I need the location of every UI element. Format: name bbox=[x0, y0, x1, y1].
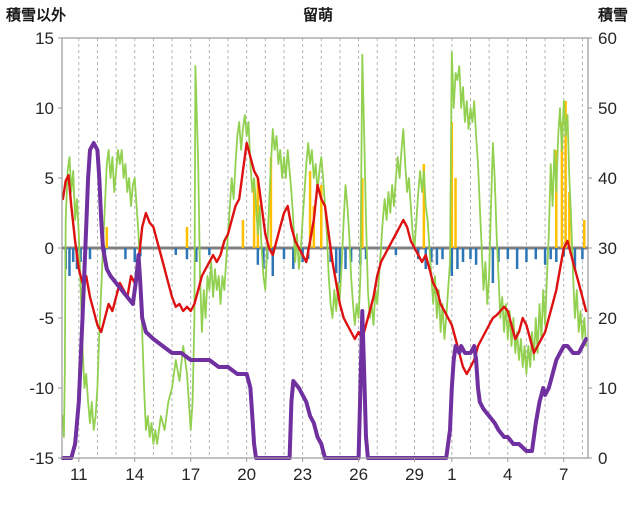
svg-text:-10: -10 bbox=[29, 379, 54, 398]
left-axis-title: 積雪以外 bbox=[6, 7, 67, 24]
svg-text:10: 10 bbox=[598, 379, 617, 398]
svg-text:1: 1 bbox=[447, 465, 456, 484]
chart-title: 留萌 bbox=[302, 7, 333, 24]
svg-text:15: 15 bbox=[35, 29, 54, 48]
svg-text:40: 40 bbox=[598, 169, 617, 188]
svg-text:20: 20 bbox=[598, 309, 617, 328]
svg-text:29: 29 bbox=[405, 465, 424, 484]
right-axis-title: 積雪 bbox=[597, 7, 628, 24]
series-snow-depth-purple bbox=[60, 141, 589, 460]
svg-text:7: 7 bbox=[559, 465, 568, 484]
svg-text:10: 10 bbox=[35, 99, 54, 118]
svg-text:0: 0 bbox=[45, 239, 54, 258]
svg-text:26: 26 bbox=[349, 465, 368, 484]
svg-text:30: 30 bbox=[598, 239, 617, 258]
series-blue-bars bbox=[64, 248, 584, 283]
svg-text:-15: -15 bbox=[29, 449, 54, 468]
svg-text:60: 60 bbox=[598, 29, 617, 48]
svg-text:0: 0 bbox=[598, 449, 607, 468]
series-green-line bbox=[62, 51, 587, 445]
svg-text:5: 5 bbox=[45, 169, 54, 188]
svg-text:4: 4 bbox=[503, 465, 512, 484]
svg-text:17: 17 bbox=[181, 465, 200, 484]
svg-text:14: 14 bbox=[125, 465, 144, 484]
svg-text:11: 11 bbox=[70, 465, 88, 484]
svg-text:-5: -5 bbox=[39, 309, 54, 328]
svg-text:50: 50 bbox=[598, 99, 617, 118]
series-orange-bars bbox=[105, 101, 586, 248]
svg-text:20: 20 bbox=[237, 465, 256, 484]
svg-text:23: 23 bbox=[293, 465, 312, 484]
series-red-line bbox=[61, 141, 588, 376]
